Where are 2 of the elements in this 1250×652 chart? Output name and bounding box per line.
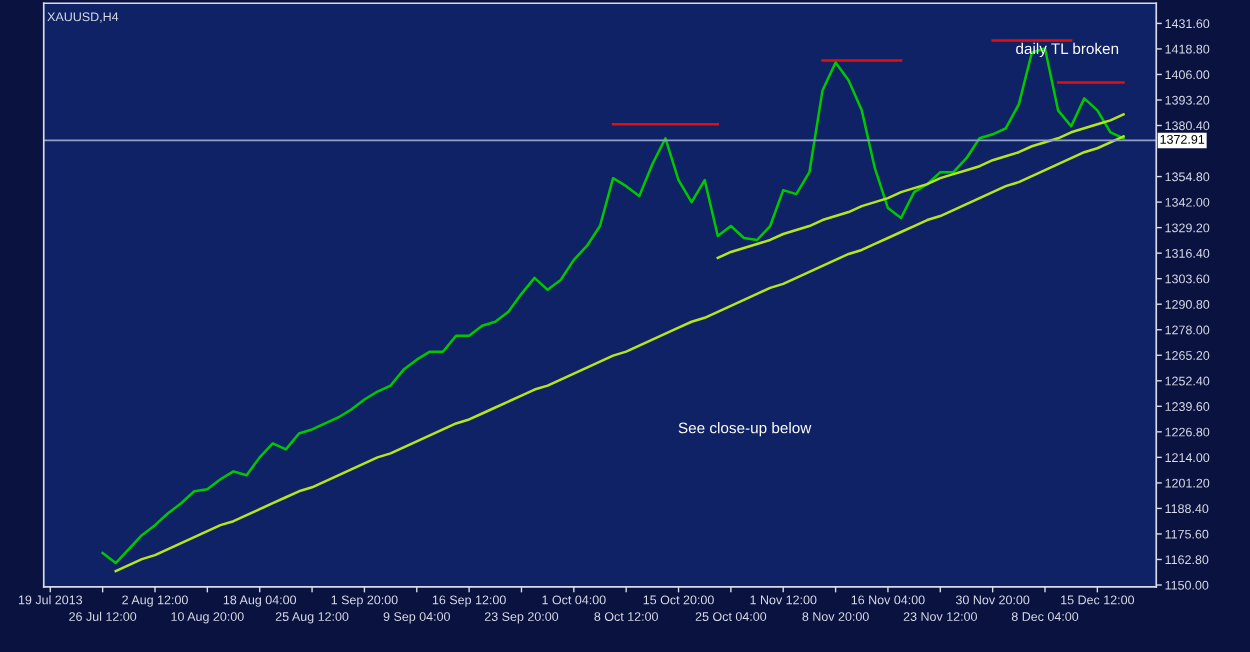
line-series	[114, 135, 1125, 573]
line-series	[716, 113, 1125, 260]
